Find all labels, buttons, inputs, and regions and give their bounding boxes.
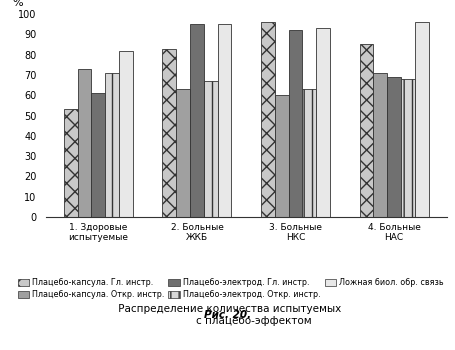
Text: Распределение количества испытуемых
                с плацебо-эффектом: Распределение количества испытуемых с пл… <box>115 304 340 326</box>
Bar <box>359 44 373 217</box>
Bar <box>119 50 132 217</box>
Bar <box>400 79 414 217</box>
Bar <box>105 73 119 217</box>
Bar <box>386 77 400 217</box>
Bar <box>274 95 288 217</box>
Y-axis label: %: % <box>12 0 23 8</box>
Bar <box>316 28 329 217</box>
Bar <box>203 81 217 217</box>
Text: Рис. 20.: Рис. 20. <box>204 310 251 320</box>
Legend: Плацебо-капсула. Гл. инстр., Плацебо-капсула. Откр. инстр., Плацебо-электрод. Гл: Плацебо-капсула. Гл. инстр., Плацебо-кап… <box>17 278 443 299</box>
Bar <box>373 73 386 217</box>
Bar <box>162 49 176 217</box>
Bar <box>64 110 77 217</box>
Bar <box>217 24 231 217</box>
Bar <box>302 89 316 217</box>
Bar <box>260 22 274 217</box>
Bar <box>190 24 203 217</box>
Bar <box>77 69 91 217</box>
Bar <box>288 30 302 217</box>
Bar <box>176 89 190 217</box>
Bar <box>91 93 105 217</box>
Bar <box>414 22 428 217</box>
